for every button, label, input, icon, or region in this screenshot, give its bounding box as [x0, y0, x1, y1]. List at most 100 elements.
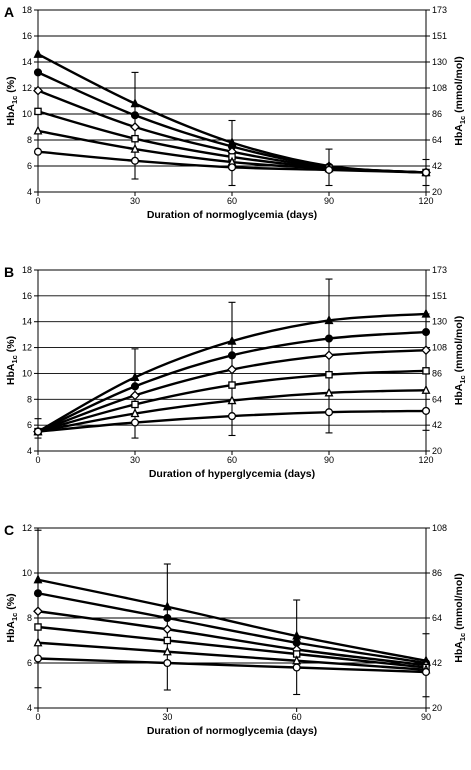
data-point [227, 335, 237, 345]
data-point [227, 364, 237, 375]
x-tick-label: 0 [35, 455, 40, 465]
y-right-tick-label: 64 [432, 135, 442, 145]
data-point [130, 122, 140, 132]
data-point [422, 367, 430, 375]
y-tick-label: 4 [27, 187, 32, 197]
y-tick-label: 10 [22, 568, 32, 578]
data-point [130, 382, 140, 391]
series-line [37, 657, 427, 674]
data-point [324, 387, 334, 397]
y-tick-label: 8 [27, 135, 32, 145]
x-tick-label: 30 [130, 196, 140, 206]
data-point [324, 314, 334, 325]
chart-panel-b: B 4 6 8 10 12 14 16 18 20 42 64 86 108 130 151 173 0 30 60 9… [4, 264, 467, 480]
y-right-tick-label: 20 [432, 446, 442, 456]
data-point [163, 636, 172, 645]
y-right-tick-label: 42 [432, 161, 442, 171]
data-point [33, 574, 43, 584]
data-point [324, 408, 334, 417]
data-point [421, 345, 431, 356]
y-tick-label: 4 [27, 446, 32, 456]
y-right-tick-label: 151 [432, 31, 447, 41]
data-point [34, 623, 42, 631]
data-point [162, 646, 172, 656]
series-line [37, 641, 427, 671]
data-point [34, 107, 42, 116]
series-triangle-open [33, 637, 431, 674]
y-right-tick-label: 64 [432, 613, 442, 623]
y-axis-title-left: HbA1c (%) [5, 336, 19, 385]
y-tick-label: 6 [27, 420, 32, 430]
data-point [227, 395, 237, 405]
chart-panel-a: A 4 6 8 10 12 14 16 18 20 42 64 86 108 130 151 173 0 30 60 9… [4, 4, 467, 221]
data-point [163, 658, 172, 668]
data-point [33, 606, 43, 617]
data-point [292, 630, 302, 640]
data-point [227, 163, 237, 172]
y-right-tick-label: 173 [432, 265, 447, 275]
series-line [37, 625, 427, 669]
y-right-tick-label: 20 [432, 703, 442, 713]
data-point [421, 406, 431, 415]
data-point [324, 350, 334, 361]
y-right-tick-label: 151 [432, 291, 447, 301]
series-circle-open [33, 406, 431, 436]
data-point [33, 147, 43, 156]
y-axis-title-right: HbA1c (mmol/mol) [453, 56, 467, 145]
y-tick-label: 8 [27, 394, 32, 404]
y-tick-label: 18 [22, 265, 32, 275]
data-point [292, 663, 301, 672]
y-tick-label: 14 [22, 317, 32, 327]
data-point [421, 168, 431, 177]
series-circle-filled [33, 328, 431, 436]
data-point [421, 308, 431, 318]
y-right-tick-label: 130 [432, 57, 447, 67]
y-axis-title-right: HbA1c (mmol/mol) [453, 316, 467, 405]
data-point [162, 624, 173, 635]
y-tick-label: 4 [27, 703, 32, 713]
data-point [130, 390, 140, 401]
series-circle-open [33, 147, 431, 177]
data-point [33, 125, 43, 135]
y-tick-label: 14 [22, 57, 32, 67]
data-point [227, 351, 237, 360]
data-point [33, 654, 43, 663]
y-tick-label: 12 [22, 523, 32, 533]
data-point [421, 384, 431, 394]
x-tick-label: 90 [324, 455, 334, 465]
y-right-tick-label: 86 [432, 109, 442, 119]
y-right-tick-label: 20 [432, 187, 442, 197]
data-point [130, 111, 140, 120]
y-tick-label: 16 [22, 31, 32, 41]
data-point [130, 408, 140, 418]
y-right-tick-label: 42 [432, 658, 442, 668]
data-point [421, 667, 431, 677]
y-right-tick-label: 108 [432, 343, 447, 353]
y-tick-label: 6 [27, 161, 32, 171]
y-tick-label: 6 [27, 658, 32, 668]
data-point [324, 334, 334, 343]
y-right-tick-label: 130 [432, 317, 447, 327]
data-point [33, 85, 43, 96]
panel-letter: A [4, 4, 14, 20]
y-axis-title-right: HbA1c (mmol/mol) [453, 573, 467, 662]
y-right-tick-label: 173 [432, 5, 447, 15]
series-line [37, 592, 427, 665]
x-tick-label: 120 [418, 455, 433, 465]
data-point [33, 48, 43, 58]
data-point [130, 156, 140, 165]
y-tick-label: 12 [22, 83, 32, 93]
y-right-tick-label: 86 [432, 568, 442, 578]
x-axis-title: Duration of hyperglycemia (days) [149, 468, 315, 480]
data-point [130, 143, 140, 153]
x-tick-label: 90 [324, 196, 334, 206]
chart-panel-c: C 4 6 8 10 12 20 42 64 86 108 0 30 60 90 Duration of no… [4, 522, 467, 737]
y-tick-label: 10 [22, 109, 32, 119]
data-point [33, 589, 43, 598]
y-axis-title-left: HbA1c (%) [5, 593, 19, 642]
panel-letter: C [4, 522, 14, 538]
x-tick-label: 60 [227, 455, 237, 465]
y-axis-title-left: HbA1c (%) [5, 76, 19, 125]
x-tick-label: 0 [35, 712, 40, 722]
